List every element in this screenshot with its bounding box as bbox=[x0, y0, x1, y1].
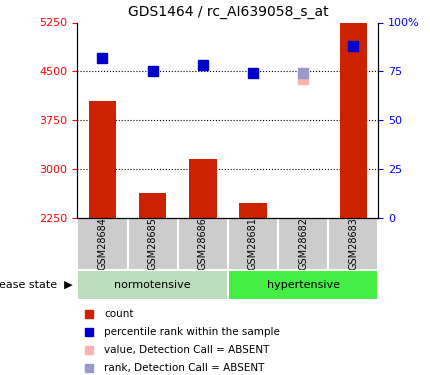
Text: GSM28683: GSM28683 bbox=[348, 217, 358, 270]
Text: normotensive: normotensive bbox=[114, 280, 191, 290]
Text: GSM28685: GSM28685 bbox=[147, 217, 158, 270]
Text: hypertensive: hypertensive bbox=[267, 280, 340, 290]
Text: percentile rank within the sample: percentile rank within the sample bbox=[104, 327, 280, 337]
Bar bbox=[340, 22, 367, 218]
Bar bbox=[178, 217, 228, 270]
Text: GSM28684: GSM28684 bbox=[98, 217, 108, 270]
Bar bbox=[128, 217, 178, 270]
Text: GSM28682: GSM28682 bbox=[298, 217, 308, 270]
Bar bbox=[77, 270, 228, 300]
Bar bbox=[228, 270, 378, 300]
Text: rank, Detection Call = ABSENT: rank, Detection Call = ABSENT bbox=[104, 363, 265, 373]
Bar bbox=[328, 217, 378, 270]
Bar bbox=[89, 100, 116, 218]
Bar bbox=[189, 159, 217, 218]
Text: disease state  ▶: disease state ▶ bbox=[0, 280, 73, 290]
Bar bbox=[278, 217, 328, 270]
Bar bbox=[139, 194, 166, 217]
Bar bbox=[228, 217, 278, 270]
Text: GSM28681: GSM28681 bbox=[248, 217, 258, 270]
Text: count: count bbox=[104, 309, 134, 320]
Text: GSM28686: GSM28686 bbox=[198, 217, 208, 270]
Title: GDS1464 / rc_AI639058_s_at: GDS1464 / rc_AI639058_s_at bbox=[128, 5, 328, 19]
Bar bbox=[239, 202, 267, 217]
Bar bbox=[77, 217, 128, 270]
Text: value, Detection Call = ABSENT: value, Detection Call = ABSENT bbox=[104, 345, 270, 355]
